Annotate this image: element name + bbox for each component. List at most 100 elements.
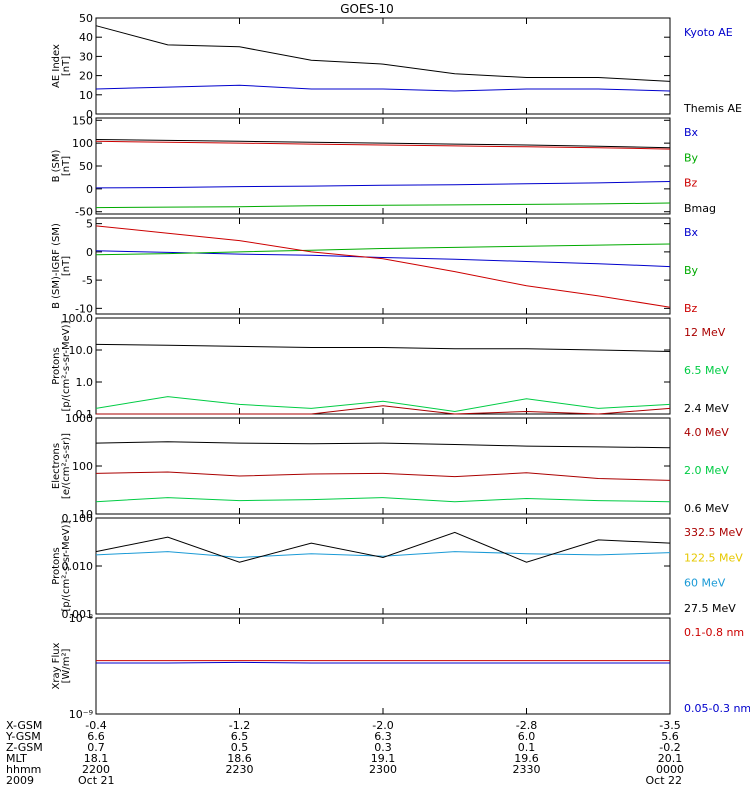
y-axis-label: B (SM)-IGRF (SM) — [51, 223, 62, 309]
orbit-cell: 2300 — [369, 763, 397, 776]
y-tick-label: 0 — [86, 246, 93, 259]
series-line-d_by — [95, 243, 671, 256]
y-tick-label: 100 — [72, 137, 93, 150]
y-axis-label: [nT] — [61, 156, 72, 176]
legend-entry: 332.5 MeV — [684, 526, 743, 539]
y-axis-label: Xray Flux — [51, 642, 62, 689]
panel-1: 0 10 20 30 40 50 AE Index [nT] Kyoto AE Themis AE — [51, 12, 742, 121]
y-tick-label: 10 — [79, 508, 93, 521]
orbit-cell: 0.7 — [87, 741, 105, 754]
y-tick-label: 10.0 — [69, 344, 94, 357]
legend-entry: 6.5 MeV — [684, 364, 729, 377]
legend-entry: Bmag — [684, 202, 716, 215]
legend-entry: Bx — [684, 126, 699, 139]
orbit-cell: Oct 22 — [645, 774, 682, 787]
legend-entry: 4.0 MeV — [684, 426, 729, 439]
y-tick-label: 10 — [79, 89, 93, 102]
y-axis-label: B (SM) — [51, 149, 62, 182]
orbit-cell: 0.1 — [518, 741, 536, 754]
y-tick-label: 10⁻⁹ — [69, 708, 93, 721]
legend-entry: 0.1-0.8 nm — [684, 626, 744, 639]
y-axis-label: [p/(cm²-s-sr-MeV)] — [61, 520, 72, 611]
chart-title: GOES-10 — [340, 2, 394, 16]
panel-frame — [95, 117, 671, 215]
series-line-hp_60 — [95, 551, 671, 559]
series-line-themis_ae — [95, 25, 671, 82]
y-tick-label: 50 — [79, 160, 93, 173]
orbit-cell: 19.1 — [371, 752, 396, 765]
orbit-cell: 18.1 — [84, 752, 109, 765]
orbit-cell: -0.4 — [85, 719, 106, 732]
panel-7: 10⁻⁹ 10⁻⁸ Xray Flux [W/m²] 0.1-0.8 nm 0.05-0.… — [51, 612, 750, 721]
orbit-cell: 2330 — [513, 763, 541, 776]
y-axis-label: [p/(cm²-s-sr-MeV)] — [61, 320, 72, 411]
orbit-cell: -0.2 — [659, 741, 680, 754]
y-axis-label: [W/m²] — [61, 648, 72, 683]
orbit-cell: 6.0 — [518, 730, 536, 743]
orbit-cell: 6.6 — [87, 730, 105, 743]
legend-entry: 2.4 MeV — [684, 402, 729, 415]
panel-frame — [95, 317, 671, 415]
orbit-cell: 2230 — [226, 763, 254, 776]
orbit-cell: -3.5 — [659, 719, 680, 732]
series-line-e_40 — [95, 471, 671, 481]
series-line-b_bx — [95, 181, 671, 189]
legend-entry: 0.6 MeV — [684, 502, 729, 515]
y-tick-label: -10 — [75, 302, 93, 315]
series-line-hp_275 — [95, 531, 671, 563]
orbit-cell: 19.6 — [514, 752, 539, 765]
legend-entry: Bz — [684, 302, 698, 315]
orbit-cell: 18.6 — [227, 752, 252, 765]
legend-entry: 0.05-0.3 nm — [684, 702, 750, 715]
series-line-e_20 — [95, 497, 671, 503]
legend-entry: 60 MeV — [684, 577, 726, 590]
panel-3: -10 -5 0 5 B (SM)-IGRF (SM) [nT] Bx By Bz — [51, 217, 699, 315]
orbit-cell: Oct 21 — [78, 774, 115, 787]
panel-4: 0.1 1.0 10.0 100.0 Protons [p/(cm²-s-sr-MeV)]… — [51, 312, 729, 421]
panel-frame — [95, 517, 671, 615]
series-line-b_by — [95, 202, 671, 209]
y-axis-label: [e/(cm²-s-sr)] — [61, 433, 72, 499]
series-line-e_06 — [95, 441, 671, 449]
series-line-d_bz — [95, 225, 671, 308]
y-tick-label: 150 — [72, 114, 93, 127]
legend-entry: 27.5 MeV — [684, 602, 736, 615]
series-line-xray_short — [96, 661, 670, 664]
orbit-row-label: Y-GSM — [5, 730, 41, 743]
y-tick-label: 40 — [79, 31, 93, 44]
y-tick-label: 0.001 — [62, 608, 94, 621]
legend-entry: Kyoto AE — [684, 26, 733, 39]
legend-entry: By — [684, 264, 699, 277]
panel-2: -50 0 50 100 150 B (SM) [nT] Bx By Bz Bmag — [51, 114, 716, 218]
y-tick-label: 100.0 — [62, 312, 94, 325]
y-axis-label: Electrons — [51, 443, 62, 489]
legend-entry: 12 MeV — [684, 326, 726, 339]
y-tick-label: 0 — [86, 183, 93, 196]
y-axis-label: AE Index — [51, 44, 62, 88]
legend-entry: Bx — [684, 226, 699, 239]
orbit-row-label: MLT — [6, 752, 27, 765]
panel-frame — [95, 417, 671, 515]
y-tick-label: 30 — [79, 50, 93, 63]
series-line-b_bz — [95, 140, 671, 150]
orbit-row-label: X-GSM — [6, 719, 42, 732]
series-line-p_24 — [95, 343, 671, 352]
y-tick-label: -50 — [75, 206, 93, 219]
series-line-b_bmag — [95, 139, 671, 149]
series-line-kyoto_ae — [95, 84, 671, 92]
y-tick-label: 0.010 — [62, 560, 94, 573]
orbit-cell: 5.6 — [661, 730, 679, 743]
y-axis-label: Protons — [51, 347, 62, 384]
y-tick-label: 20 — [79, 70, 93, 83]
y-axis-label: [nT] — [61, 56, 72, 76]
legend-entry: By — [684, 151, 699, 164]
y-tick-label: -5 — [82, 274, 93, 287]
y-tick-label: 5 — [86, 218, 93, 231]
panel-frame — [95, 617, 671, 715]
y-tick-label: 1000 — [65, 412, 93, 425]
legend-entry: Bz — [684, 177, 698, 190]
orbit-cell: 0.3 — [374, 741, 392, 754]
